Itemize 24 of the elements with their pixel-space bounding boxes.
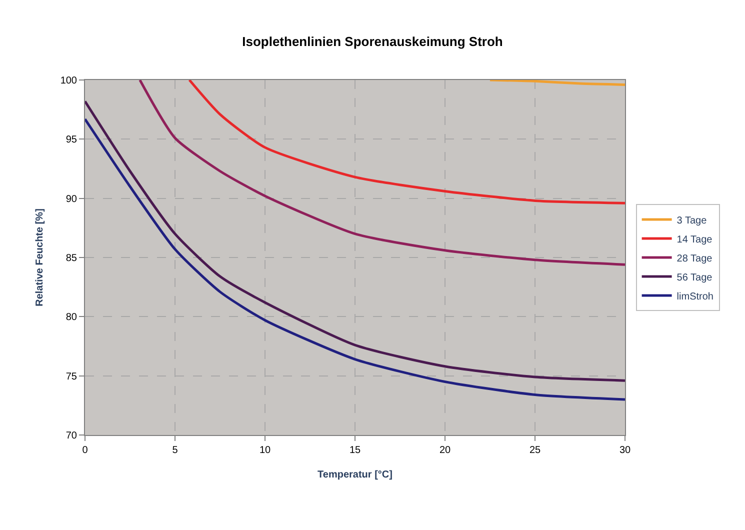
x-tick-label: 10 — [259, 445, 271, 456]
x-tick-label: 5 — [172, 445, 178, 456]
x-tick-label: 15 — [349, 445, 361, 456]
legend-label: limStroh — [676, 291, 714, 302]
x-tick-label: 20 — [439, 445, 451, 456]
y-tick-label: 95 — [66, 134, 78, 146]
x-axis-title: Temperatur [°C] — [318, 470, 392, 480]
legend-label: 3 Tage — [676, 215, 708, 226]
y-tick-label: 80 — [66, 312, 78, 324]
y-tick-label: 85 — [66, 253, 78, 264]
y-tick-label: 100 — [60, 76, 78, 86]
line-series — [188, 80, 625, 204]
y-axis-title: Relative Feuchte [%] — [34, 208, 46, 306]
chart-title: Isoplethenlinien Sporenauskeimung Stroh — [242, 34, 503, 50]
legend-label: 56 Tage — [676, 272, 713, 284]
line-series — [138, 80, 625, 266]
x-tick-label: 0 — [82, 445, 88, 456]
y-tick-label: 75 — [66, 371, 78, 382]
x-tick-label: 30 — [619, 445, 631, 456]
x-tick-label: 25 — [529, 445, 541, 456]
legend-label: 14 Tage — [676, 234, 713, 246]
y-tick-label: 70 — [66, 430, 78, 442]
legend-label: 28 Tage — [676, 253, 713, 264]
y-tick-label: 90 — [66, 194, 78, 205]
